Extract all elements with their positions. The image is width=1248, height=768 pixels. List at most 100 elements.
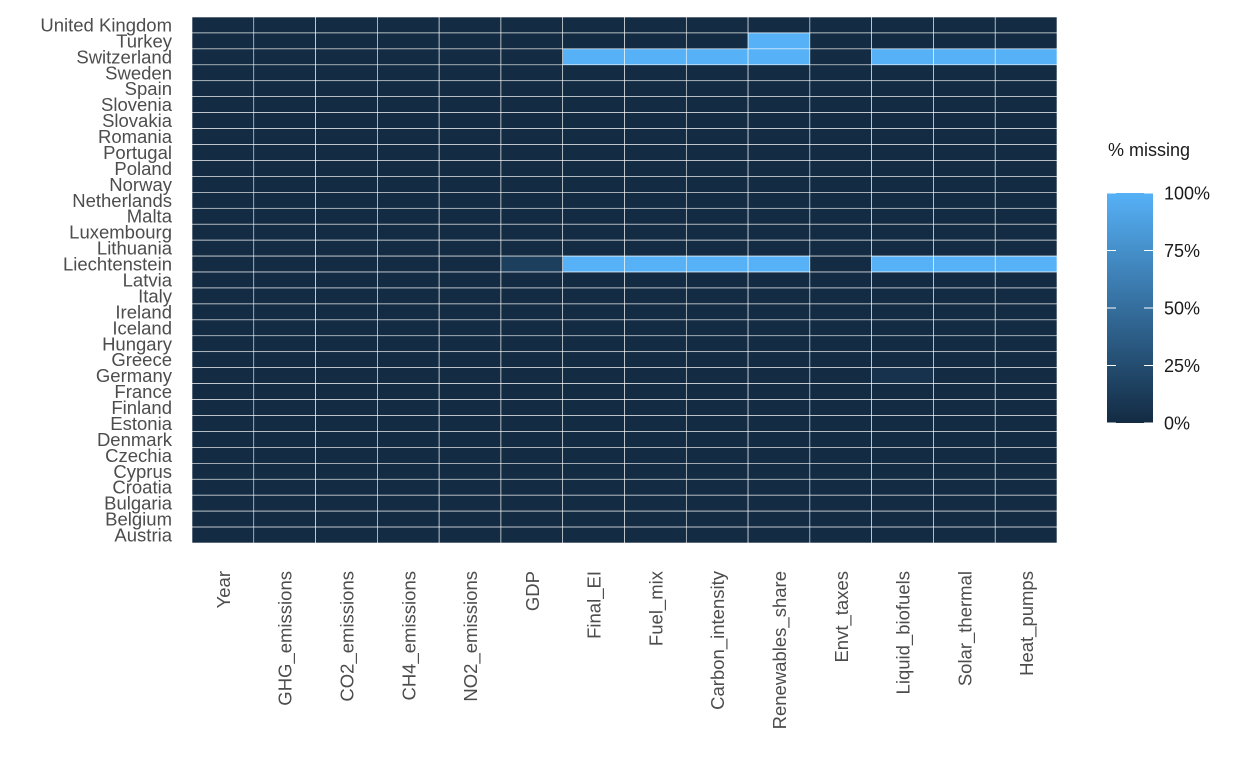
legend-label: 75% (1164, 241, 1200, 261)
heatmap-cell-netherlands-no2-emissions (438, 192, 502, 209)
y-tick-label-italy: Italy (138, 285, 173, 306)
heatmap-cell-iceland-fuel-mix (624, 319, 687, 337)
heatmap-cell-lithuania-heat-pumps (994, 239, 1058, 257)
heatmap-cell-estonia-renewables-share (747, 415, 811, 432)
heatmap-cell-united-kingdom-year (191, 16, 255, 34)
heatmap-cell-czechia-co2-emissions (315, 447, 378, 464)
heatmap-cell-germany-envt-taxes (809, 367, 872, 384)
heatmap-cell-france-envt-taxes (809, 383, 872, 400)
heatmap-cell-iceland-final-ei (562, 319, 625, 337)
heatmap-cell-bulgaria-carbon-intensity (685, 494, 749, 512)
heatmap-cell-united-kingdom-final-ei (562, 16, 625, 34)
heatmap-cell-bulgaria-envt-taxes (809, 494, 872, 512)
heatmap-cell-united-kingdom-no2-emissions (438, 16, 502, 34)
heatmap-cell-romania-no2-emissions (438, 128, 502, 145)
heatmap-cell-hungary-envt-taxes (809, 335, 872, 353)
heatmap-cell-ireland-solar-thermal (933, 303, 996, 321)
heatmap-cell-poland-gdp (500, 160, 564, 177)
heatmap-cell-hungary-liquid-biofuels (871, 335, 934, 353)
y-tick-label-sweden: Sweden (105, 62, 172, 83)
heatmap-cell-italy-envt-taxes (809, 287, 872, 305)
heatmap-cell-italy-ch4-emissions (377, 287, 440, 305)
heatmap-cell-turkey-renewables-share (747, 32, 811, 50)
heatmap-cell-spain-renewables-share (747, 80, 811, 97)
heatmap-cell-ireland-heat-pumps (994, 303, 1058, 321)
heatmap-cell-portugal-co2-emissions (315, 144, 378, 161)
heatmap-cell-netherlands-envt-taxes (809, 192, 872, 209)
heatmap-cell-turkey-liquid-biofuels (871, 32, 934, 50)
heatmap-cell-poland-year (191, 160, 255, 177)
heatmap-cell-romania-renewables-share (747, 128, 811, 145)
heatmap-cell-bulgaria-gdp (500, 494, 564, 512)
heatmap-cell-iceland-envt-taxes (809, 319, 872, 337)
heatmap-cell-france-ch4-emissions (377, 383, 440, 400)
heatmap-cell-italy-fuel-mix (624, 287, 687, 305)
heatmap-cell-slovenia-no2-emissions (438, 96, 502, 113)
heatmap-cell-switzerland-year (191, 48, 255, 66)
heatmap-cell-netherlands-year (191, 192, 255, 209)
heatmap-cell-latvia-ghg-emissions (253, 271, 316, 289)
heatmap-cell-bulgaria-liquid-biofuels (871, 494, 934, 512)
heatmap-cell-czechia-final-ei (562, 447, 625, 464)
heatmap-cell-france-co2-emissions (315, 383, 378, 400)
heatmap-cell-cyprus-final-ei (562, 463, 625, 480)
heatmap-cell-cyprus-heat-pumps (994, 463, 1058, 480)
heatmap-cell-romania-carbon-intensity (685, 128, 749, 145)
heatmap-cell-denmark-renewables-share (747, 431, 811, 448)
heatmap-cell-luxembourg-carbon-intensity (685, 223, 749, 241)
heatmap-cell-bulgaria-no2-emissions (438, 494, 502, 512)
legend-ticks: 100% 75% 50% 25% 0% (1107, 184, 1210, 434)
heatmap-cell-portugal-gdp (500, 144, 564, 161)
heatmap-cell-italy-final-ei (562, 287, 625, 305)
heatmap-cell-lithuania-final-ei (562, 239, 625, 257)
heatmap-cell-greece-ch4-emissions (377, 351, 440, 368)
heatmap-cell-austria-final-ei (562, 526, 625, 544)
heatmap-cell-lithuania-liquid-biofuels (871, 239, 934, 257)
heatmap-cell-norway-co2-emissions (315, 176, 378, 193)
heatmap-cell-iceland-ghg-emissions (253, 319, 316, 337)
heatmap-cell-liechtenstein-gdp (500, 255, 564, 273)
heatmap-cell-turkey-no2-emissions (438, 32, 502, 50)
heatmap-cell-austria-co2-emissions (315, 526, 378, 544)
heatmap-cell-slovenia-gdp (500, 96, 564, 113)
y-tick-label-belgium: Belgium (105, 509, 172, 530)
heatmap-cell-spain-liquid-biofuels (871, 80, 934, 97)
heatmap-cell-malta-ch4-emissions (377, 207, 440, 225)
heatmap-cell-slovakia-no2-emissions (438, 112, 502, 129)
heatmap-cell-poland-ghg-emissions (253, 160, 316, 177)
heatmap-cell-bulgaria-solar-thermal (933, 494, 996, 512)
heatmap-cell-poland-ch4-emissions (377, 160, 440, 177)
heatmap-cell-austria-carbon-intensity (685, 526, 749, 544)
heatmap-cell-united-kingdom-ghg-emissions (253, 16, 316, 34)
heatmap-cell-hungary-renewables-share (747, 335, 811, 353)
heatmap-cell-romania-heat-pumps (994, 128, 1058, 145)
y-axis-tick-labels: United KingdomTurkeySwitzerlandSwedenSpa… (40, 14, 172, 545)
heatmap-cell-spain-ghg-emissions (253, 80, 316, 97)
heatmap-cell-austria-fuel-mix (624, 526, 687, 544)
heatmap-cell-austria-envt-taxes (809, 526, 872, 544)
heatmap-cell-spain-heat-pumps (994, 80, 1058, 97)
heatmap-cell-finland-ch4-emissions (377, 399, 440, 416)
heatmap-cell-turkey-fuel-mix (624, 32, 687, 50)
heatmap-cell-slovenia-fuel-mix (624, 96, 687, 113)
heatmap-cell-greece-year (191, 351, 255, 368)
heatmap-cell-switzerland-co2-emissions (315, 48, 378, 66)
heatmap-cell-malta-envt-taxes (809, 207, 872, 225)
heatmap-cell-luxembourg-fuel-mix (624, 223, 687, 241)
heatmap-cell-romania-fuel-mix (624, 128, 687, 145)
heatmap-cell-norway-year (191, 176, 255, 193)
heatmap-cell-denmark-year (191, 431, 255, 448)
heatmap-cell-norway-ghg-emissions (253, 176, 316, 193)
heatmap-cell-slovakia-fuel-mix (624, 112, 687, 129)
heatmap-cell-greece-ghg-emissions (253, 351, 316, 368)
y-tick-label-austria: Austria (114, 525, 172, 546)
heatmap-cell-slovenia-heat-pumps (994, 96, 1058, 113)
heatmap-cell-turkey-carbon-intensity (685, 32, 749, 50)
heatmap-cell-norway-ch4-emissions (377, 176, 440, 193)
heatmap-cell-germany-heat-pumps (994, 367, 1058, 384)
y-tick-label-liechtenstein: Liechtenstein (63, 254, 172, 275)
heatmap-cell-czechia-solar-thermal (933, 447, 996, 464)
heatmap-cell-liechtenstein-envt-taxes (809, 255, 872, 273)
heatmap-cell-denmark-ch4-emissions (377, 431, 440, 448)
